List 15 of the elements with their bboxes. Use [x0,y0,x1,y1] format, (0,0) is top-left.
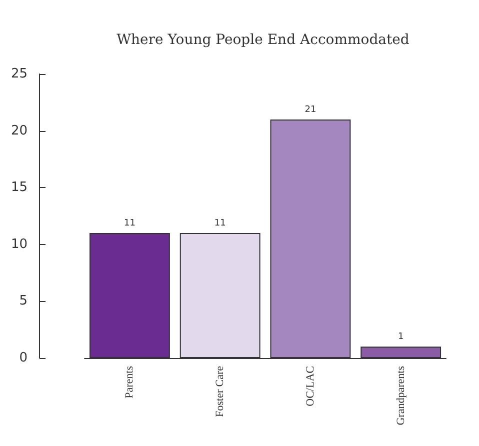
y-tick-label: 0 [19,350,28,366]
x-tick-label: OC/LAC [304,366,316,406]
x-tick-label: Grandparents [394,366,407,426]
data-label: 11 [214,218,226,229]
data-label: 11 [124,218,136,229]
chart-title: Where Young People End Accommodated [116,32,410,48]
y-tick-label: 20 [10,123,28,138]
data-label: 21 [304,104,316,115]
data-label: 1 [398,332,404,342]
y-tick-label: 5 [19,294,28,309]
y-tick-label: 15 [10,180,28,196]
y-tick-label: 25 [10,66,28,82]
x-tick-label: Parents [124,366,136,398]
x-tick-label: Foster Care [214,366,226,418]
y-tick-label: 10 [10,236,28,252]
